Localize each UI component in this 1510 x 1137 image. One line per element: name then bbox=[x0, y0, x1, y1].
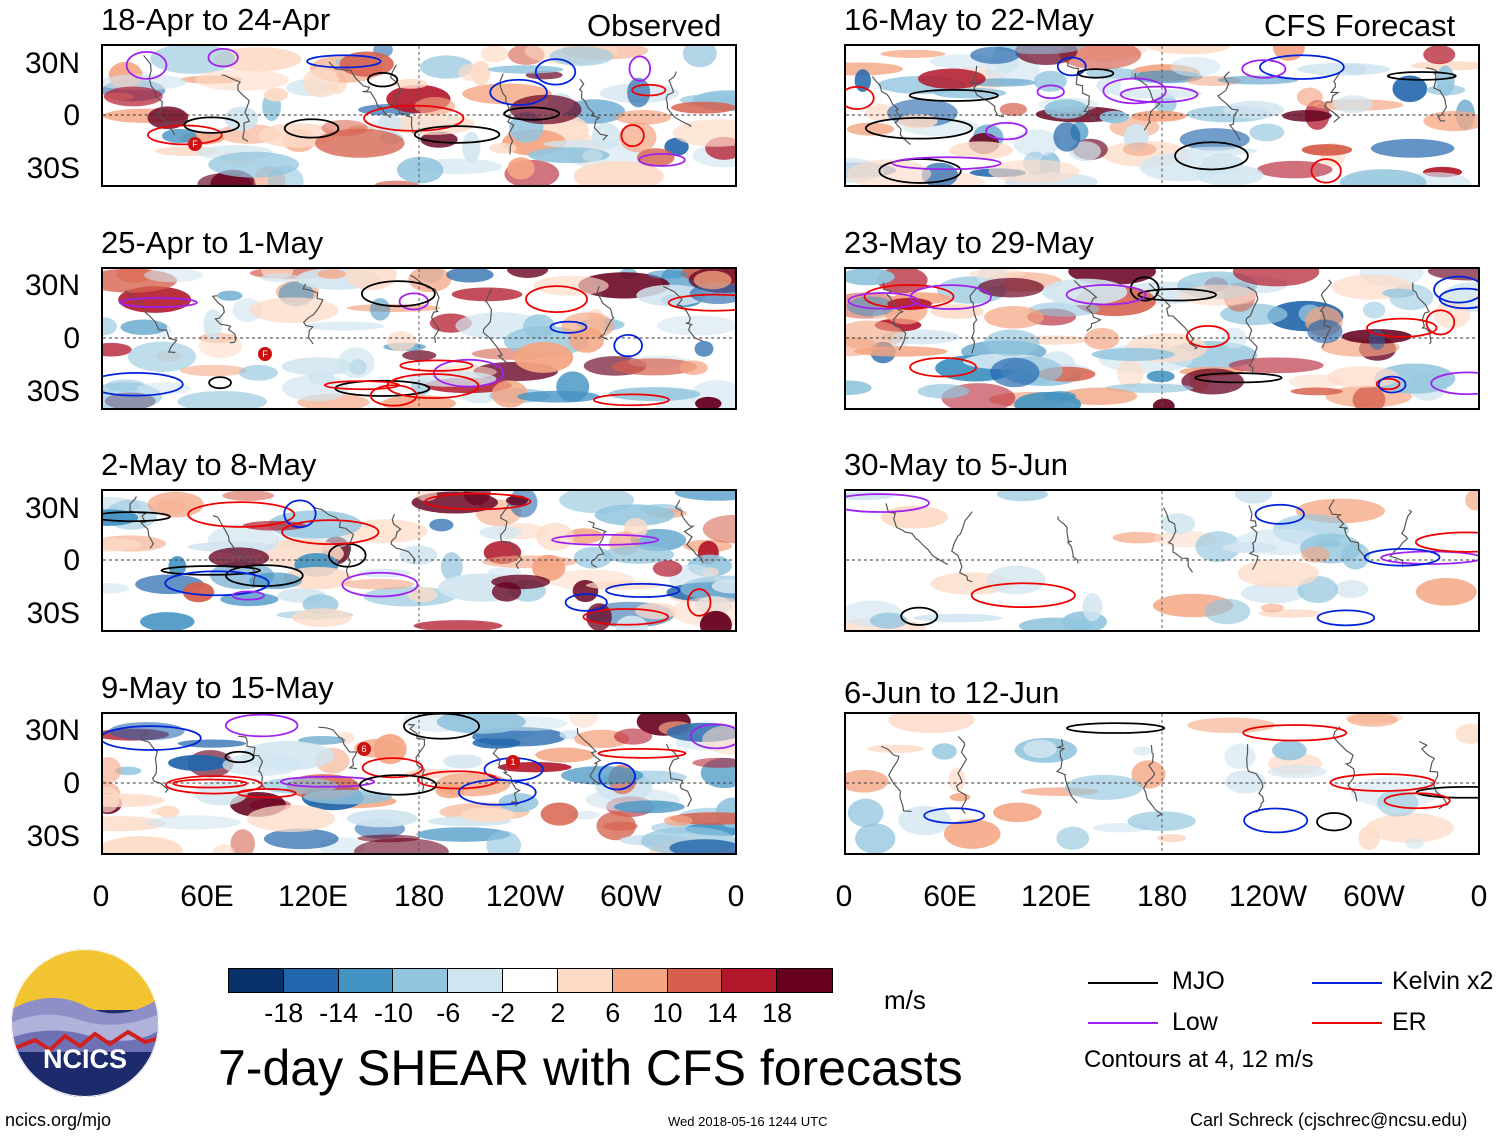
map-panel-right-3 bbox=[844, 489, 1480, 632]
xlab-r-0: 0 bbox=[835, 880, 853, 913]
colorbar-label: -6 bbox=[436, 998, 461, 1028]
colorbar-label: 2 bbox=[550, 998, 566, 1028]
ylab-0-l2: 0 bbox=[63, 322, 80, 355]
xlab-l-180: 180 bbox=[393, 880, 445, 913]
ylab-0-l3: 0 bbox=[63, 544, 80, 577]
colorbar-label: -14 bbox=[319, 998, 359, 1028]
legend-kelvin-label: Kelvin x2 bbox=[1392, 967, 1494, 995]
colorbar-swatch bbox=[393, 969, 449, 992]
xlab-r-60w: 60W bbox=[1343, 880, 1405, 913]
xlab-r-0b: 0 bbox=[1470, 880, 1488, 913]
ncics-logo-text: NCICS bbox=[42, 1044, 127, 1074]
colorbar-label: -2 bbox=[491, 998, 516, 1028]
ylab-30n-l1: 30N bbox=[24, 47, 80, 80]
map-panel-right-4 bbox=[844, 712, 1480, 855]
legend-note: Contours at 4, 12 m/s bbox=[1084, 1046, 1314, 1073]
ylab-30n-l3: 30N bbox=[24, 492, 80, 525]
panel-title-right-4: 6-Jun to 12-Jun bbox=[844, 675, 1060, 710]
xlab-l-0b: 0 bbox=[727, 880, 745, 913]
footer-author: Carl Schreck (cjschrec@ncsu.edu) bbox=[1190, 1110, 1468, 1130]
xlab-r-60e: 60E bbox=[923, 880, 977, 913]
colorbar-label: 14 bbox=[707, 998, 738, 1028]
xlab-l-0: 0 bbox=[92, 880, 110, 913]
map-panel-left-3 bbox=[101, 489, 737, 632]
legend-mjo-line bbox=[1088, 982, 1158, 984]
legend-er-line bbox=[1312, 1022, 1382, 1024]
observed-label: Observed bbox=[587, 8, 722, 43]
ylab-30s-l3: 30S bbox=[26, 597, 80, 630]
xlab-r-120w: 120W bbox=[1228, 880, 1308, 913]
footer-timestamp: Wed 2018-05-16 1244 UTC bbox=[668, 1114, 828, 1129]
panel-title-left-1: 18-Apr to 24-Apr bbox=[101, 2, 331, 37]
map-panel-right-2 bbox=[844, 267, 1480, 410]
tc-marker-left-4a: 6 bbox=[357, 742, 371, 756]
colorbar-swatch bbox=[503, 969, 558, 992]
ylab-30s-l4: 30S bbox=[26, 820, 80, 853]
colorbar-swatch bbox=[667, 969, 723, 992]
colorbar-label: -18 bbox=[264, 998, 304, 1028]
legend-mjo-label: MJO bbox=[1172, 967, 1225, 995]
map-panel-left-4 bbox=[101, 712, 737, 855]
colorbar-swatch bbox=[612, 969, 668, 992]
xlab-r-180: 180 bbox=[1136, 880, 1188, 913]
ylab-0-l1: 0 bbox=[63, 99, 80, 132]
panel-title-left-4: 9-May to 15-May bbox=[101, 670, 334, 705]
ylab-0-l4: 0 bbox=[63, 767, 80, 800]
xlab-l-60w: 60W bbox=[600, 880, 662, 913]
ylab-30n-l4: 30N bbox=[24, 714, 80, 747]
tc-marker-left-1: F bbox=[188, 137, 202, 151]
legend-kelvin-line bbox=[1312, 982, 1382, 984]
map-panel-left-1 bbox=[101, 44, 737, 187]
xlab-l-120w: 120W bbox=[485, 880, 565, 913]
colorbar-swatch bbox=[338, 969, 394, 992]
colorbar-label: -10 bbox=[373, 998, 413, 1028]
colorbar-label: 10 bbox=[652, 998, 683, 1028]
figure-title: 7-day SHEAR with CFS forecasts bbox=[218, 1040, 963, 1096]
legend-low-label: Low bbox=[1172, 1008, 1218, 1036]
panel-title-left-3: 2-May to 8-May bbox=[101, 447, 317, 482]
ncics-logo-icon bbox=[11, 949, 159, 1097]
ylab-30n-l2: 30N bbox=[24, 269, 80, 302]
colorbar-label: 6 bbox=[605, 998, 621, 1028]
panel-title-right-2: 23-May to 29-May bbox=[844, 225, 1094, 260]
panel-title-right-3: 30-May to 5-Jun bbox=[844, 447, 1068, 482]
colorbar-label: 18 bbox=[762, 998, 793, 1028]
ncics-logo: NCICS bbox=[10, 948, 160, 1098]
colorbar-swatch bbox=[777, 969, 832, 992]
ylab-30s-l2: 30S bbox=[26, 375, 80, 408]
map-panel-right-1 bbox=[844, 44, 1480, 187]
panel-title-right-1: 16-May to 22-May bbox=[844, 2, 1094, 37]
colorbar-swatch bbox=[722, 969, 778, 992]
colorbar-swatch bbox=[283, 969, 339, 992]
colorbar bbox=[228, 968, 833, 993]
legend-er-label: ER bbox=[1392, 1008, 1427, 1036]
forecast-label: CFS Forecast bbox=[1264, 8, 1456, 43]
ylab-30s-l1: 30S bbox=[26, 152, 80, 185]
legend-low-line bbox=[1088, 1022, 1158, 1024]
tc-marker-left-4b: 1 bbox=[506, 755, 520, 769]
colorbar-swatch bbox=[557, 969, 613, 992]
map-panel-left-2 bbox=[101, 267, 737, 410]
xlab-l-60e: 60E bbox=[180, 880, 234, 913]
footer-url[interactable]: ncics.org/mjo bbox=[5, 1110, 112, 1130]
colorbar-units: m/s bbox=[884, 985, 926, 1015]
tc-marker-left-2: F bbox=[258, 347, 272, 361]
panel-title-left-2: 25-Apr to 1-May bbox=[101, 225, 324, 260]
colorbar-swatch bbox=[229, 969, 284, 992]
colorbar-swatch bbox=[448, 969, 504, 992]
xlab-r-120e: 120E bbox=[1020, 880, 1092, 913]
xlab-l-120e: 120E bbox=[277, 880, 349, 913]
